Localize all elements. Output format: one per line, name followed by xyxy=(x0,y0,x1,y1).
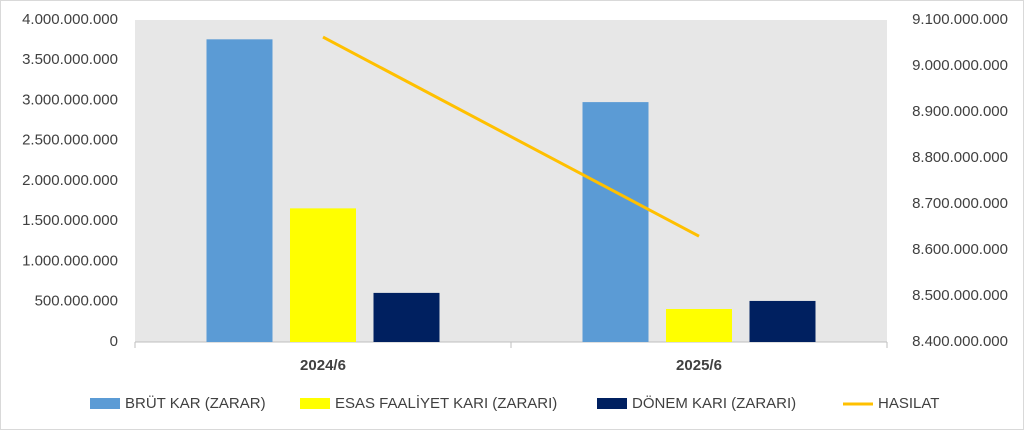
y-tick-label: 1.000.000.000 xyxy=(22,252,118,269)
legend-label: DÖNEM KARI (ZARARI) xyxy=(632,394,796,412)
bar xyxy=(749,300,816,342)
x-tick-label: 2025/6 xyxy=(676,357,722,374)
y2-tick-label: 9.100.000.000 xyxy=(912,11,1008,28)
y-tick-label: 0 xyxy=(110,333,118,350)
y2-tick-label: 8.900.000.000 xyxy=(912,103,1008,120)
y-tick-label: 1.500.000.000 xyxy=(22,212,118,229)
legend-swatch xyxy=(300,398,330,409)
y-tick-label: 4.000.000.000 xyxy=(22,11,118,28)
y-tick-label: 2.500.000.000 xyxy=(22,132,118,149)
x-tick-label: 2024/6 xyxy=(300,357,346,374)
bar xyxy=(666,308,732,342)
bar xyxy=(290,208,356,342)
y-tick-label: 500.000.000 xyxy=(35,293,118,310)
legend-swatch xyxy=(597,398,627,409)
y-tick-label: 3.500.000.000 xyxy=(22,51,118,68)
line xyxy=(322,35,700,238)
y-tick-label: 3.000.000.000 xyxy=(22,91,118,108)
y-tick-label: 2.000.000.000 xyxy=(22,172,118,189)
legend-swatch xyxy=(90,398,120,409)
y2-tick-label: 8.400.000.000 xyxy=(912,333,1008,350)
legend-label: ESAS FAALİYET KARI (ZARARI) xyxy=(335,394,557,412)
bar xyxy=(582,102,649,342)
bar xyxy=(206,39,273,342)
legend-label: BRÜT KAR (ZARAR) xyxy=(125,394,266,412)
y2-tick-label: 8.500.000.000 xyxy=(912,287,1008,304)
y2-tick-label: 9.000.000.000 xyxy=(912,57,1008,74)
legend-label: HASILAT xyxy=(878,395,939,412)
y2-tick-label: 8.800.000.000 xyxy=(912,149,1008,166)
y2-tick-label: 8.600.000.000 xyxy=(912,241,1008,258)
y2-tick-label: 8.700.000.000 xyxy=(912,195,1008,212)
bar xyxy=(373,292,440,342)
